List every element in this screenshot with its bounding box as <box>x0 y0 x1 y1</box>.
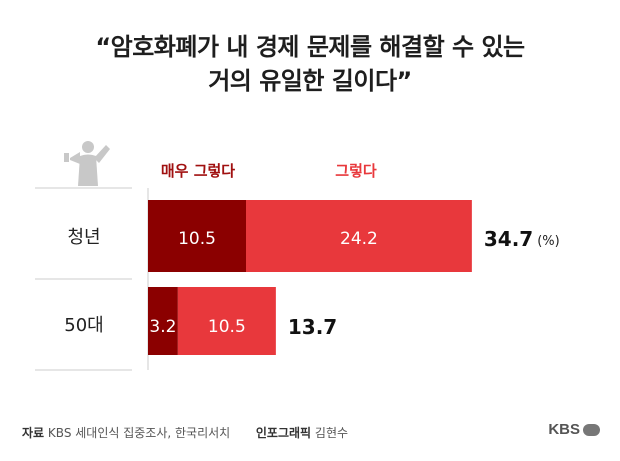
bar-0-1 <box>246 200 472 272</box>
kbs-logo: KBS <box>548 421 600 438</box>
legend-label-0: 매우 그렇다 <box>161 162 235 180</box>
category-labels: 청년 50대 <box>64 227 103 336</box>
data-labels: 10.5 24.2 34.7 (%) 3.2 10.5 13.7 <box>149 227 559 339</box>
legend: 매우 그렇다 그렇다 <box>161 162 377 180</box>
bar-0-0 <box>148 200 246 272</box>
legend-label-1: 그렇다 <box>335 162 377 180</box>
category-label-1: 50대 <box>64 315 103 336</box>
category-label-0: 청년 <box>67 227 100 248</box>
title-line-1: “암호화폐가 내 경제 문제를 해결할 수 있는 <box>95 33 525 61</box>
bar-1-1 <box>177 287 276 355</box>
chart-title: “암호화폐가 내 경제 문제를 해결할 수 있는 거의 유일한 길이다” <box>0 30 620 98</box>
footer: 자료 KBS 세대인식 집중조사, 한국리서치 인포그래픽 김현수 <box>22 424 348 441</box>
credit-text: 김현수 <box>314 426 349 440</box>
source-text: KBS 세대인식 집중조사, 한국리서치 <box>47 426 231 440</box>
bar-label-1-0: 3.2 <box>149 317 176 337</box>
total-label-1: 13.7 <box>288 315 337 339</box>
logo-mark-icon <box>583 423 600 436</box>
unit-label: (%) <box>537 234 560 249</box>
bars <box>148 200 472 355</box>
bar-label-1-1: 10.5 <box>208 317 246 337</box>
total-label-0: 34.7 <box>484 227 533 251</box>
credit-label: 인포그래픽 <box>255 426 312 440</box>
logo-text: KBS <box>548 421 580 438</box>
bar-label-0-0: 10.5 <box>178 229 216 249</box>
bar-label-0-1: 24.2 <box>340 229 378 249</box>
person-megaphone-icon <box>64 141 110 186</box>
bar-1-0 <box>148 287 178 355</box>
source-label: 자료 <box>22 426 45 440</box>
title-line-2: 거의 유일한 길이다” <box>208 67 412 95</box>
